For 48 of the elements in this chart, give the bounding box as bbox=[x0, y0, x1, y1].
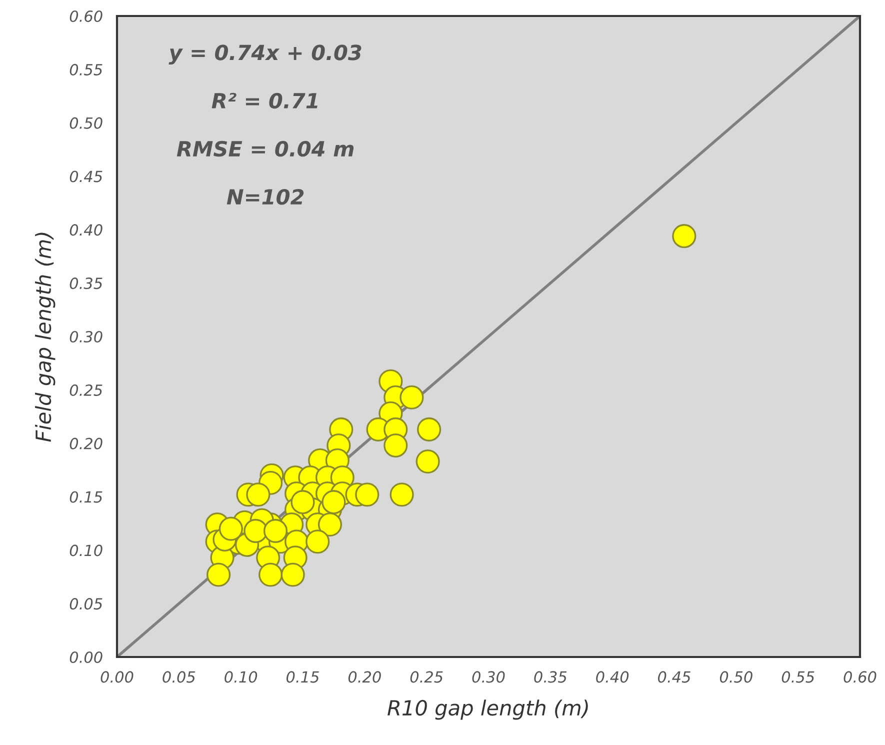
point bbox=[384, 433, 408, 458]
y-tick-label: 0.35 bbox=[70, 278, 102, 290]
point bbox=[400, 385, 424, 410]
y-tick-label: 0.00 bbox=[70, 651, 102, 664]
x-tick-label: 0.50 bbox=[720, 671, 752, 683]
x-axis-title: R10 gap length (m) bbox=[388, 700, 588, 720]
point bbox=[206, 562, 231, 587]
annotation: R² = 0.71 bbox=[212, 92, 318, 109]
point bbox=[290, 490, 315, 514]
y-tick-label: 0.40 bbox=[70, 224, 102, 236]
point bbox=[390, 482, 414, 507]
point bbox=[258, 562, 283, 587]
y-tick-label: 0.25 bbox=[70, 384, 102, 396]
y-tick-label: 0.50 bbox=[70, 117, 102, 129]
x-tick-label: 0.00 bbox=[100, 671, 134, 683]
y-tick-label: 0.55 bbox=[70, 64, 102, 76]
y-axis-title: Field gap length (m) bbox=[35, 232, 56, 442]
point bbox=[280, 562, 305, 587]
x-tick-label: 0.10 bbox=[224, 671, 258, 683]
x-tick-label: 0.30 bbox=[472, 671, 505, 683]
point bbox=[246, 482, 270, 507]
x-tick-label: 0.20 bbox=[348, 671, 381, 683]
point bbox=[306, 530, 330, 554]
x-tick-label: 0.45 bbox=[658, 671, 690, 683]
point bbox=[417, 417, 442, 442]
x-tick-label: 0.60 bbox=[844, 671, 876, 683]
point bbox=[322, 490, 346, 514]
x-tick-label: 0.25 bbox=[410, 671, 443, 683]
x-tick-label: 0.15 bbox=[286, 671, 319, 683]
point bbox=[218, 516, 243, 541]
y-tick-label: 0.60 bbox=[70, 10, 102, 22]
point bbox=[318, 512, 342, 537]
x-tick-label: 0.40 bbox=[596, 671, 629, 683]
y-tick-label: 0.45 bbox=[70, 170, 102, 182]
annotation: y = 0.74x + 0.03 bbox=[168, 44, 362, 65]
y-tick-label: 0.05 bbox=[70, 598, 102, 610]
annotation: N=102 bbox=[226, 188, 304, 205]
x-tick-label: 0.55 bbox=[782, 671, 814, 683]
point bbox=[672, 224, 696, 248]
x-tick-label: 0.05 bbox=[162, 671, 196, 683]
y-tick-label: 0.30 bbox=[70, 330, 102, 343]
annotation: RMSE = 0.04 m bbox=[176, 140, 354, 157]
point bbox=[416, 449, 440, 474]
y-tick-label: 0.10 bbox=[70, 544, 102, 556]
y-tick-label: 0.15 bbox=[70, 491, 102, 503]
point bbox=[355, 482, 380, 507]
x-tick-label: 0.35 bbox=[534, 671, 567, 683]
y-tick-label: 0.20 bbox=[70, 438, 102, 450]
